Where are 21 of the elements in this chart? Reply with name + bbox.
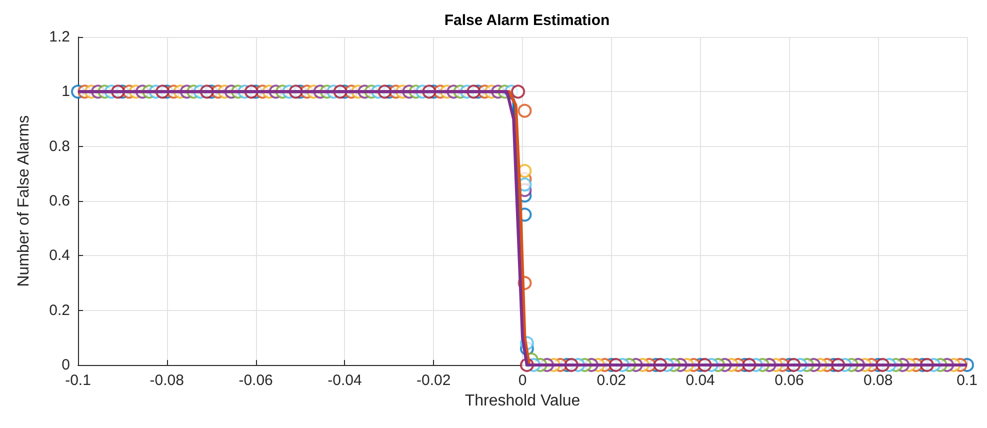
x-tick-label: -0.08 bbox=[150, 372, 184, 389]
y-tick-label: 0.2 bbox=[49, 302, 70, 319]
x-tick-label: -0.02 bbox=[416, 372, 451, 389]
y-axis-title: Number of False Alarms bbox=[16, 115, 32, 287]
x-tick-label: 0.02 bbox=[596, 372, 626, 389]
x-tick-label: 0 bbox=[518, 372, 527, 389]
y-tick-label: 0 bbox=[62, 356, 70, 374]
y-tick-label: 0.6 bbox=[49, 192, 70, 210]
x-tick-label: -0.04 bbox=[328, 372, 362, 389]
x-tick-label: 0.08 bbox=[864, 372, 893, 389]
y-tick-label: 0.8 bbox=[49, 138, 70, 155]
chart-title: False Alarm Estimation bbox=[444, 12, 610, 29]
x-tick-label: -0.06 bbox=[238, 372, 273, 389]
x-tick-label: 0.1 bbox=[956, 372, 978, 389]
x-tick-label: 0.06 bbox=[774, 372, 804, 389]
y-tick-label: 1 bbox=[62, 83, 70, 100]
x-axis-title: Threshold Value bbox=[464, 392, 580, 410]
x-tick-label: 0.04 bbox=[686, 372, 715, 389]
y-tick-label: 1.2 bbox=[49, 28, 70, 46]
y-tick-label: 0.4 bbox=[49, 247, 70, 264]
x-tick-label: -0.1 bbox=[65, 372, 91, 389]
